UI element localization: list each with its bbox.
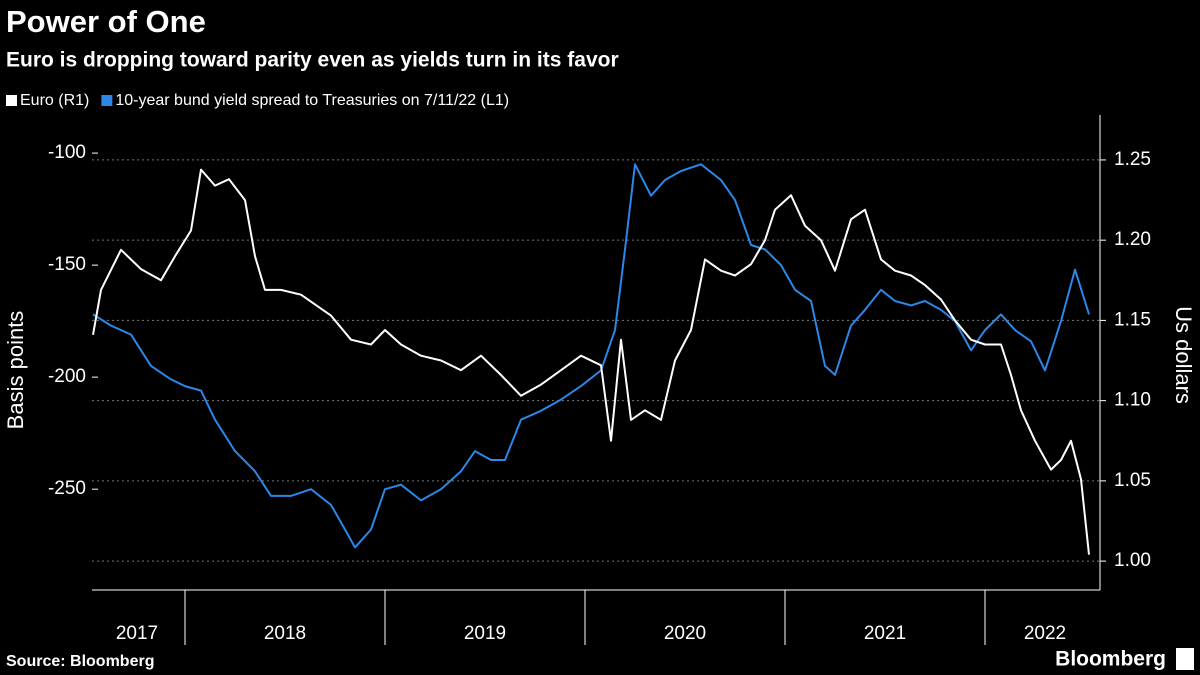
y-tick-label: -100 [48, 142, 86, 163]
y-axis-label: Basis points [3, 311, 28, 430]
y2-tick-label: 1.00 [1114, 550, 1151, 571]
y2-tick-label: 1.10 [1114, 390, 1151, 411]
y2-tick-label: 1.15 [1114, 309, 1151, 330]
series-line [92, 168, 1090, 555]
x-tick-label: 2022 [1024, 623, 1066, 644]
legend-swatch [101, 95, 113, 106]
y2-axis-label: Us dollars [1171, 306, 1196, 404]
y-tick-label: -250 [48, 478, 86, 499]
chart-subtitle: Euro is dropping toward parity even as y… [6, 49, 619, 72]
legend-swatch [6, 95, 17, 106]
legend-label: Euro (R1) [20, 92, 89, 109]
y2-tick-label: 1.05 [1114, 470, 1151, 491]
x-tick-label: 2020 [664, 623, 706, 644]
series-line [92, 163, 1090, 549]
y2-tick-label: 1.20 [1114, 229, 1151, 250]
source: Source: Bloomberg [6, 653, 154, 670]
brand-icon [1176, 648, 1194, 670]
x-tick-label: 2017 [116, 623, 158, 644]
y-tick-label: -200 [48, 366, 86, 387]
chart-title: Power of One [6, 4, 206, 39]
x-tick-label: 2019 [464, 623, 506, 644]
brand: Bloomberg [1055, 648, 1166, 671]
legend-label: 10-year bund yield spread to Treasuries … [115, 92, 509, 109]
y-tick-label: -150 [48, 254, 86, 275]
x-tick-label: 2018 [264, 623, 306, 644]
x-tick-label: 2021 [864, 623, 906, 644]
y2-tick-label: 1.25 [1114, 149, 1151, 170]
